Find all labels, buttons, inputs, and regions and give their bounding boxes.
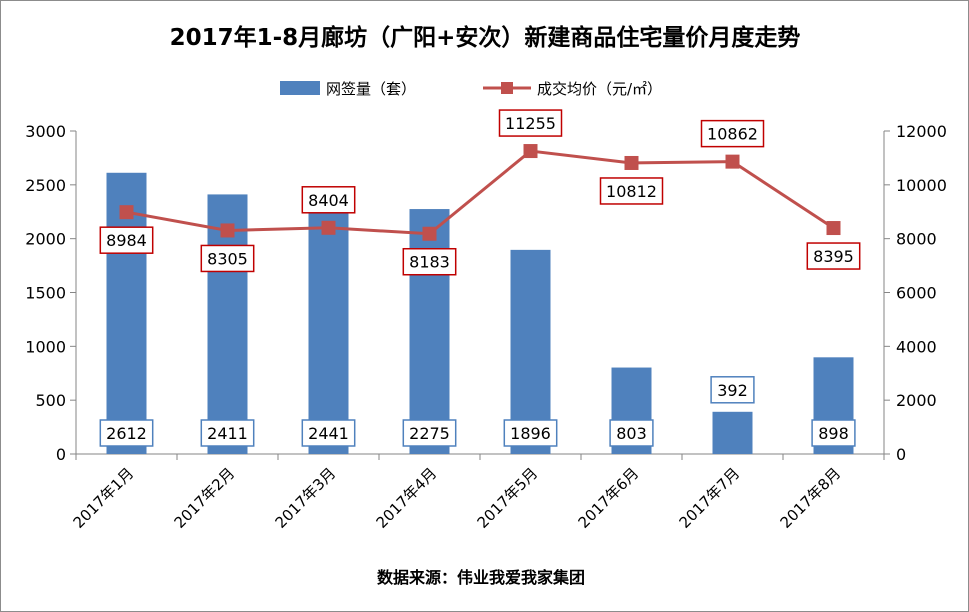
line-point-marker [422, 226, 437, 241]
y-left-tick-label: 0 [56, 445, 66, 464]
line-point-marker [725, 154, 740, 169]
axes: 0 500 1000 1500 2000 2500 3000 0 2000 4000 6000 800… [25, 122, 947, 464]
y-right-tick-label: 4000 [896, 337, 937, 356]
line-point-marker [119, 205, 134, 220]
bar-data-label: 2275 [409, 424, 450, 443]
line-point-marker [220, 223, 235, 238]
line-data-label-box [301, 186, 356, 214]
bar-data-label: 2441 [308, 424, 349, 443]
legend: 网签量（套） 成交均价（元/㎡） [280, 80, 662, 98]
x-category-label: 2017年3月 [272, 464, 340, 532]
line-point-marker [826, 221, 841, 236]
x-category-label: 2017年1月 [70, 464, 138, 532]
y-right-tick-label: 0 [896, 445, 906, 464]
line-point-marker [321, 220, 336, 235]
bar-data-label-box [503, 419, 558, 447]
line-data-label-box [599, 177, 664, 205]
bar-data-label: 898 [818, 424, 849, 443]
bar [207, 194, 248, 455]
bar-data-label: 2411 [207, 424, 248, 443]
x-category-label: 2017年6月 [575, 464, 643, 532]
y-left-tick-label: 3000 [25, 122, 66, 141]
line-data-label: 10812 [606, 182, 657, 201]
bar-data-label-box [200, 419, 255, 447]
y-left-tick-label: 2000 [25, 230, 66, 249]
bar [409, 209, 450, 454]
line-data-label: 8395 [813, 247, 854, 266]
legend-line-marker [501, 82, 513, 94]
data-labels: 2612 2411 2441 2275 1896 803 392 898 8984 8305 840… [99, 109, 861, 447]
source-note: 数据来源：伟业我爱我家集团 [377, 568, 585, 587]
x-category-label: 2017年4月 [373, 464, 441, 532]
line-data-label: 11255 [505, 114, 556, 133]
bar [308, 191, 349, 454]
y-right-tick-label: 10000 [896, 176, 947, 195]
x-category-label: 2017年8月 [777, 464, 845, 532]
x-category-label: 2017年2月 [171, 464, 239, 532]
y-left-tick-label: 1000 [25, 337, 66, 356]
bar-data-label: 1896 [510, 424, 551, 443]
category-labels: 2017年1月 2017年2月 2017年3月 2017年4月 2017年5月 2017年… [70, 464, 845, 532]
y-left-tick-label: 500 [35, 391, 66, 410]
y-right-tick-label: 8000 [896, 230, 937, 249]
x-category-label: 2017年7月 [676, 464, 744, 532]
y-left-tick-label: 2500 [25, 176, 66, 195]
bar-data-label: 392 [717, 381, 748, 400]
line-data-label: 8305 [207, 249, 248, 268]
bar-data-label: 803 [616, 424, 647, 443]
line-data-label-box [700, 119, 765, 148]
line-data-label-box [498, 109, 563, 137]
x-category-label: 2017年5月 [474, 464, 542, 532]
line-data-label-box [200, 244, 255, 273]
line-data-label: 8984 [106, 231, 147, 250]
y-right-tick-label: 6000 [896, 284, 937, 303]
y-right-tick-label: 12000 [896, 122, 947, 141]
line-series [119, 144, 841, 241]
legend-bar-swatch [280, 81, 320, 95]
bar-data-label-box [609, 419, 654, 447]
line-data-label-box [806, 242, 861, 270]
line-data-label-box [99, 226, 154, 254]
bar-data-label-box [301, 419, 356, 447]
bar-series [106, 172, 854, 455]
line-point-marker [523, 144, 538, 159]
legend-line-label: 成交均价（元/㎡） [537, 80, 662, 98]
bar [712, 411, 753, 454]
legend-bar-label: 网签量（套） [326, 80, 416, 98]
price-line [126, 149, 835, 236]
y-right-tick-label: 2000 [896, 391, 937, 410]
bar-data-label-box [811, 419, 856, 447]
bar-data-label-box [99, 419, 154, 447]
line-point-marker [624, 155, 639, 170]
y-left-tick-label: 1500 [25, 284, 66, 303]
bar [106, 172, 147, 455]
line-data-label: 8183 [409, 253, 450, 272]
line-data-label-box [402, 247, 457, 276]
chart-title: 2017年1-8月廊坊（广阳+安次）新建商品住宅量价月度走势 [170, 24, 801, 51]
bar-data-label-box [402, 419, 457, 447]
line-data-label: 10862 [707, 125, 758, 144]
line-data-label: 8404 [308, 191, 349, 210]
bar-data-label: 2612 [106, 424, 147, 443]
bar-data-label-box [710, 376, 755, 404]
